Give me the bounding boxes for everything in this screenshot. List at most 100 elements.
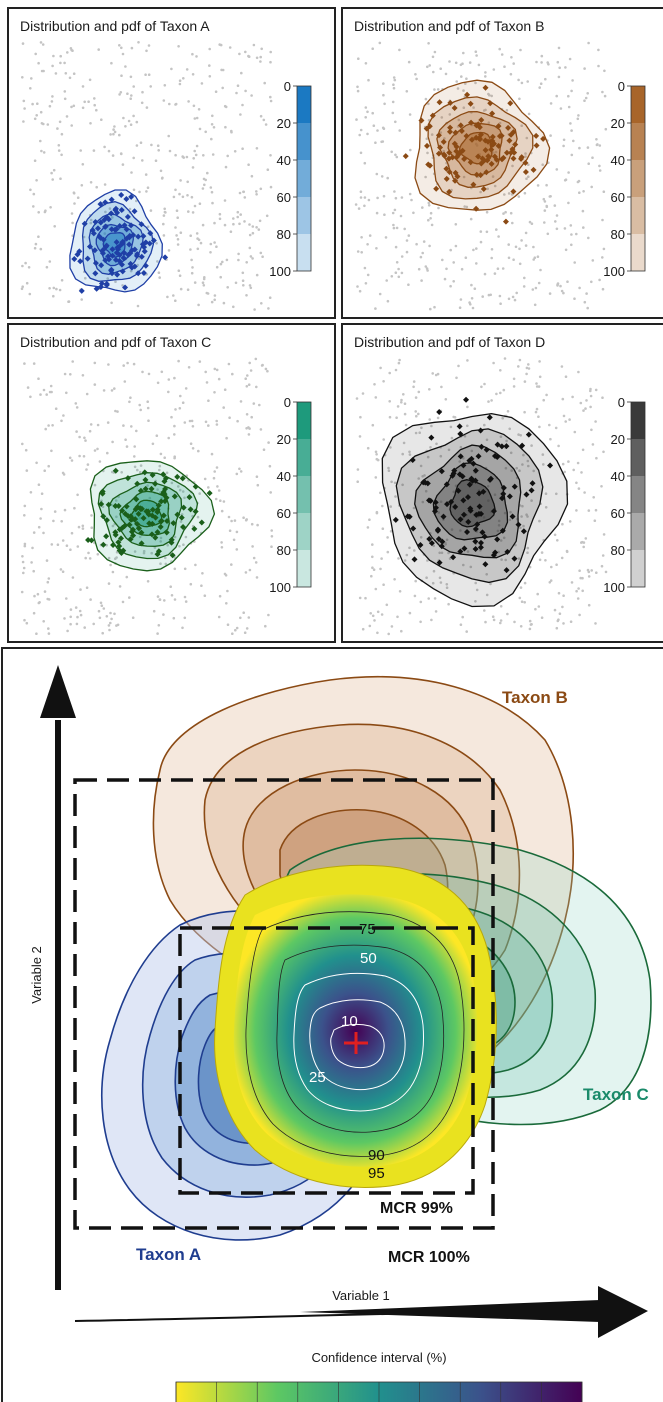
background-point <box>22 99 26 103</box>
taxon-point <box>476 490 483 497</box>
background-point <box>511 164 514 168</box>
background-point <box>463 205 466 208</box>
background-point <box>393 208 397 212</box>
background-point <box>553 608 557 612</box>
background-point <box>200 584 203 587</box>
background-point <box>255 56 259 60</box>
background-point <box>35 114 38 117</box>
background-point <box>149 209 153 212</box>
background-point <box>185 68 189 71</box>
taxon-point <box>120 254 127 261</box>
contour-label: 10 <box>341 1013 358 1030</box>
background-point <box>135 144 139 147</box>
background-point <box>20 287 24 291</box>
background-point <box>23 107 26 110</box>
background-point <box>169 585 172 588</box>
background-point <box>224 165 228 169</box>
background-point <box>114 280 117 284</box>
background-point <box>193 281 197 284</box>
background-point <box>225 602 228 605</box>
background-point <box>245 427 248 430</box>
background-point <box>474 600 477 603</box>
background-point <box>583 491 586 494</box>
taxon-point <box>116 222 123 229</box>
background-point <box>214 90 218 93</box>
background-point <box>585 399 588 402</box>
background-point <box>507 243 510 246</box>
background-point <box>382 583 385 586</box>
taxon-point <box>493 156 500 163</box>
background-point <box>524 155 527 158</box>
taxon-point <box>485 138 492 145</box>
taxon-point <box>507 100 514 107</box>
background-point <box>571 79 574 82</box>
background-point <box>243 220 246 223</box>
background-point <box>358 596 362 600</box>
taxon-point <box>477 136 484 143</box>
background-point <box>192 157 195 160</box>
background-point <box>60 520 63 523</box>
taxon-point <box>134 520 141 527</box>
background-point <box>181 490 185 493</box>
background-point <box>598 169 602 172</box>
taxon-point <box>445 155 452 162</box>
background-point <box>527 163 530 166</box>
background-point <box>397 275 401 279</box>
background-point <box>561 522 564 526</box>
background-point <box>513 620 516 624</box>
background-point <box>524 244 528 247</box>
background-point <box>242 284 245 287</box>
background-point <box>504 466 508 470</box>
background-point <box>575 481 578 485</box>
background-point <box>179 394 182 398</box>
background-point <box>186 194 189 197</box>
background-point <box>157 271 161 275</box>
background-point <box>191 425 195 428</box>
background-point <box>247 383 251 386</box>
taxon-point <box>533 132 540 139</box>
taxon-point <box>132 506 139 513</box>
background-point <box>239 213 242 216</box>
taxon-point <box>494 536 501 543</box>
background-point <box>33 117 37 121</box>
background-point <box>259 428 263 431</box>
background-point <box>239 470 243 473</box>
background-point <box>184 535 188 539</box>
background-point <box>557 75 561 79</box>
background-point <box>550 565 553 569</box>
taxon-point <box>500 484 507 491</box>
background-point <box>394 153 397 157</box>
background-point <box>459 63 463 67</box>
background-point <box>121 52 125 56</box>
background-point <box>193 204 197 208</box>
background-point <box>437 511 440 514</box>
taxon-point <box>498 132 505 139</box>
background-point <box>475 144 479 147</box>
pdf-contours <box>414 79 551 211</box>
background-point <box>141 90 144 94</box>
background-point <box>496 267 500 271</box>
background-point <box>553 204 557 207</box>
taxon-point <box>100 513 107 520</box>
background-point <box>388 415 392 419</box>
background-point <box>462 175 466 179</box>
background-point <box>475 262 478 265</box>
taxon-point <box>121 222 128 229</box>
background-point <box>187 100 190 103</box>
background-point <box>363 161 367 165</box>
background-point <box>146 225 150 228</box>
background-point <box>254 561 258 564</box>
background-point <box>115 515 118 519</box>
taxon-point <box>446 169 453 176</box>
background-point <box>42 388 46 392</box>
background-point <box>74 402 78 405</box>
background-point <box>602 190 606 193</box>
background-point <box>394 368 398 372</box>
background-point <box>38 601 41 604</box>
background-point <box>132 156 135 160</box>
background-point <box>59 568 63 571</box>
background-point <box>376 610 380 614</box>
background-point <box>493 272 497 275</box>
taxon-point <box>163 529 170 536</box>
background-point <box>224 125 227 129</box>
